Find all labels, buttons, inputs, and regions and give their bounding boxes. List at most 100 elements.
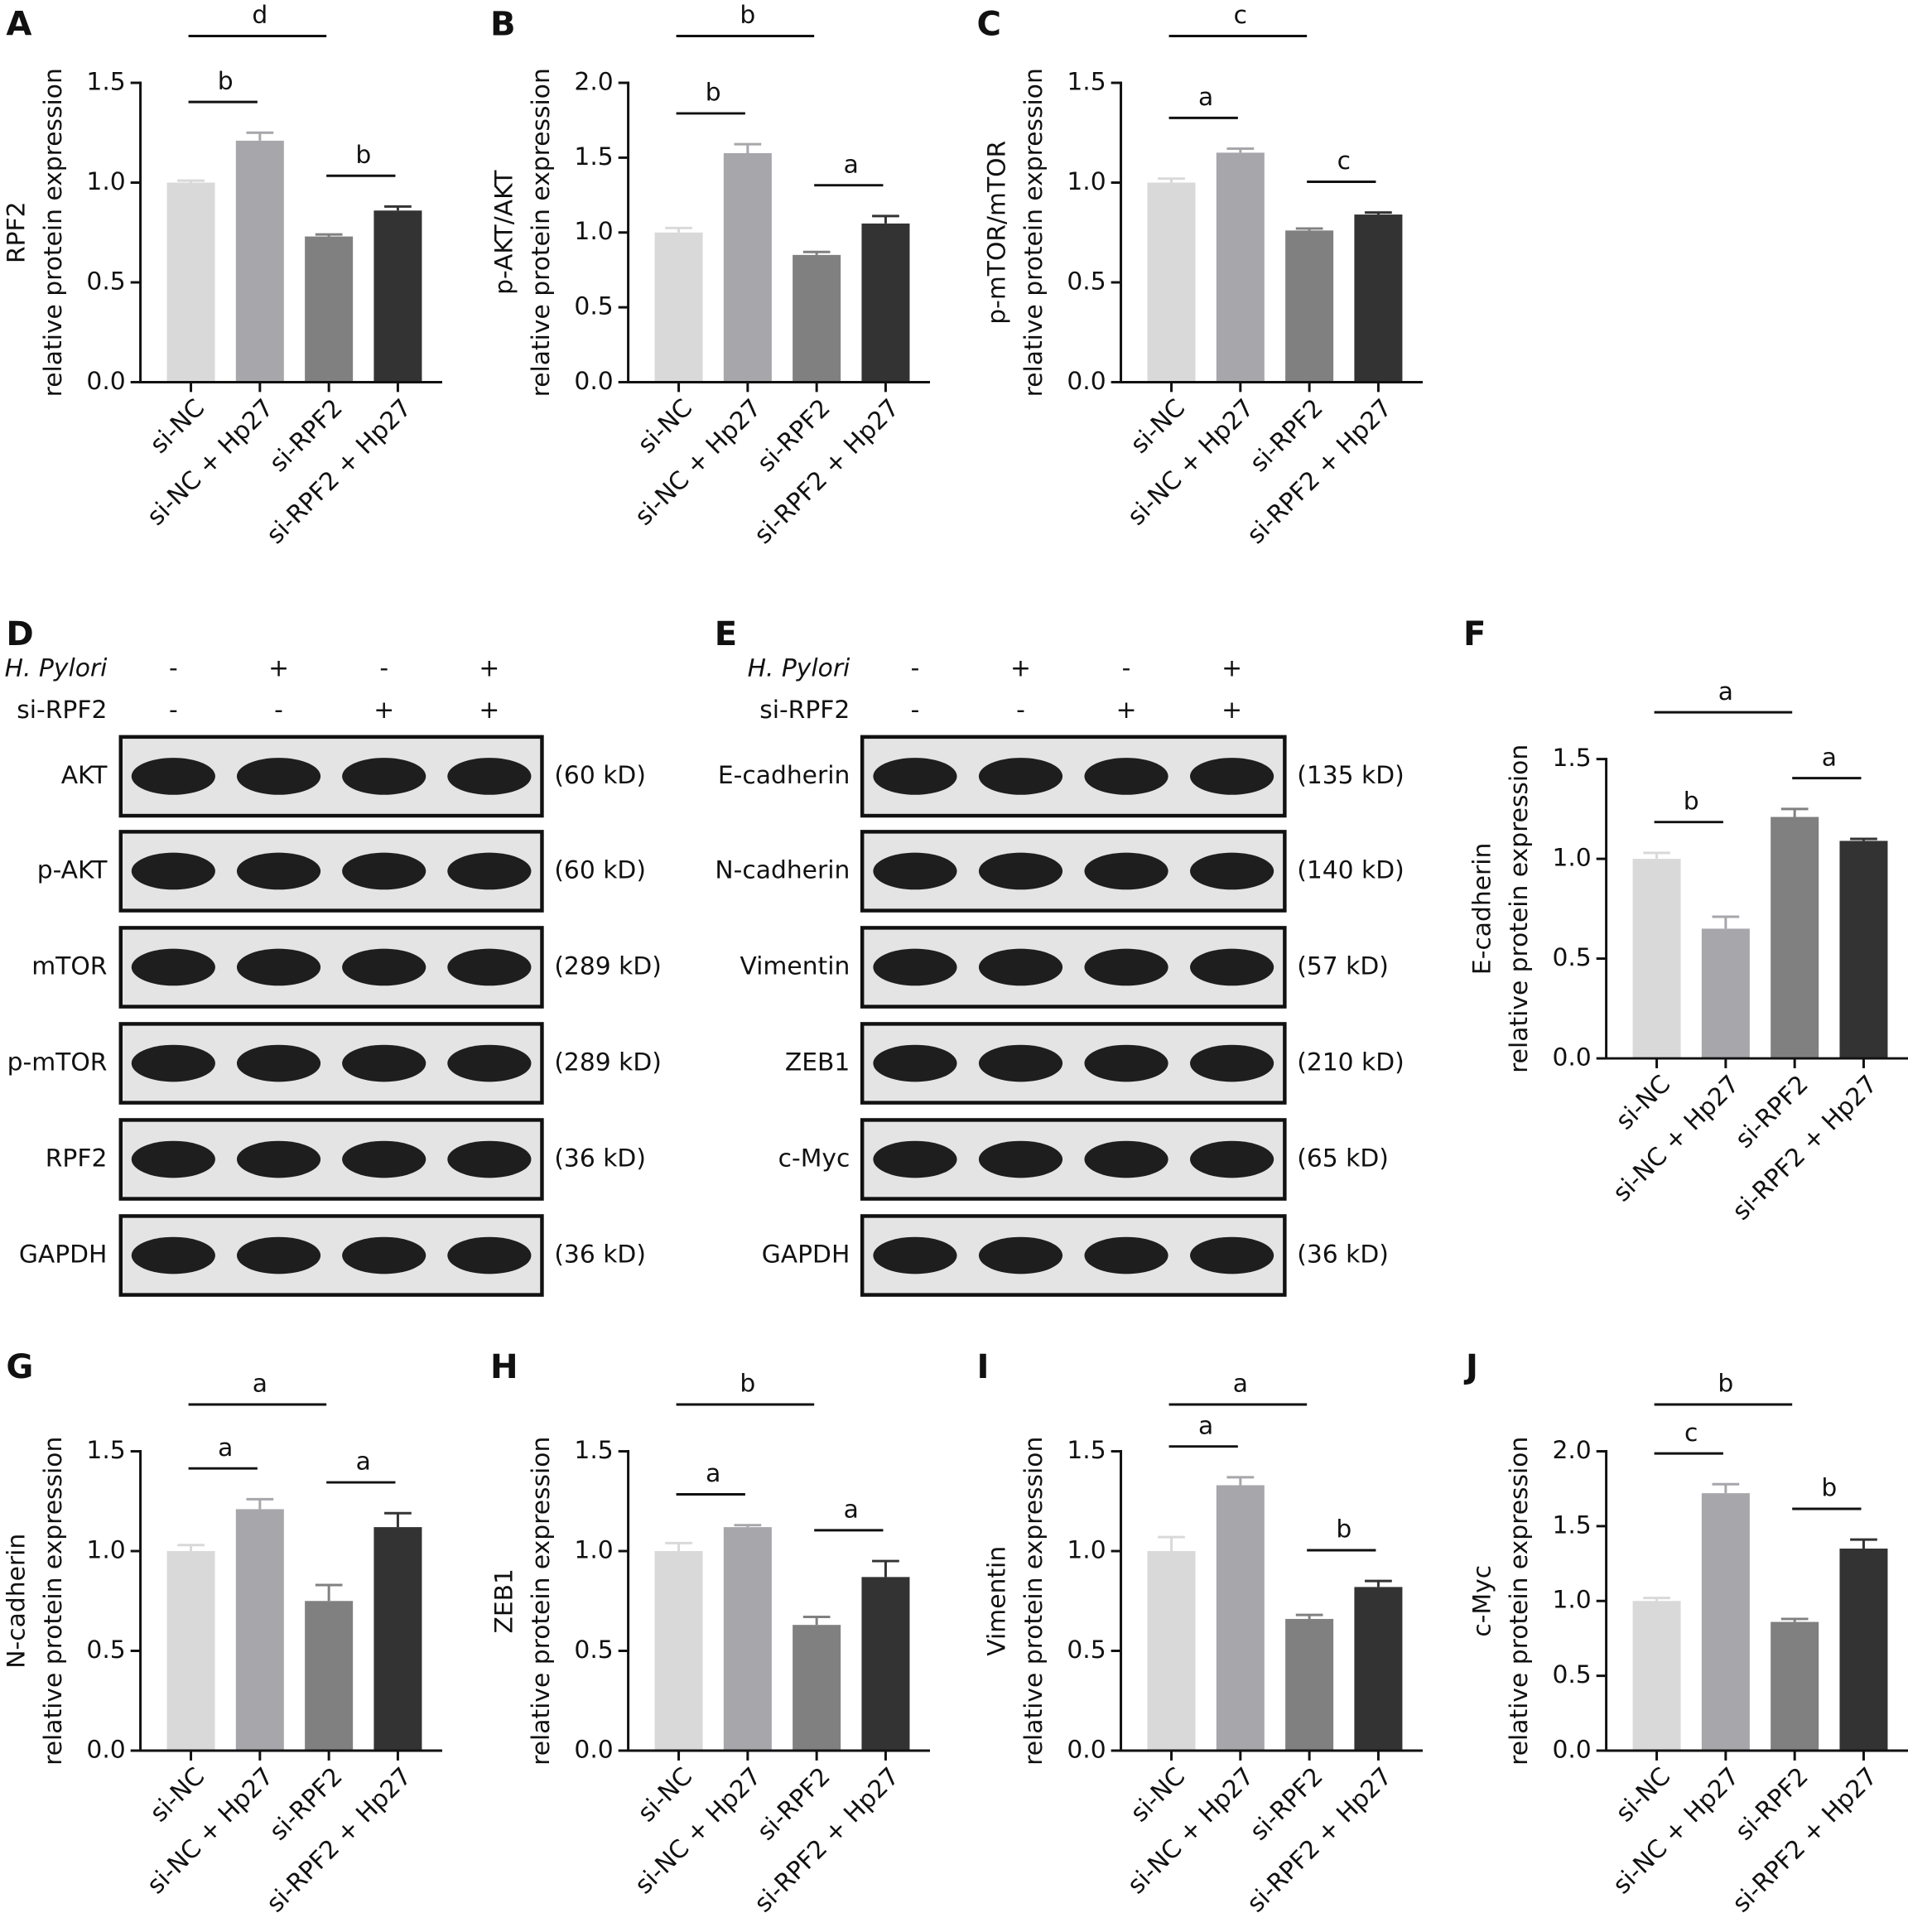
- blot-band: [236, 1140, 321, 1178]
- bar: [1354, 1587, 1403, 1751]
- significance-label: b: [740, 1, 755, 30]
- blot-band: [873, 852, 957, 890]
- bar: [793, 1625, 841, 1751]
- blot-band: [236, 852, 321, 890]
- y-tick-label: 0.5: [1067, 1636, 1106, 1665]
- bar: [305, 1601, 354, 1751]
- blot-band: [131, 852, 215, 890]
- y-tick-label: 1.0: [1552, 844, 1591, 873]
- blot-band: [236, 1044, 321, 1082]
- blot-band: [1190, 948, 1274, 986]
- significance-label: b: [1821, 1474, 1837, 1503]
- error-bar: [734, 1524, 762, 1528]
- bar: [373, 1527, 422, 1751]
- significance-label: b: [740, 1370, 755, 1399]
- error-bar: [1850, 837, 1877, 841]
- bar: [654, 1551, 703, 1751]
- condition-sign: -: [274, 696, 283, 725]
- y-tick-label: 1.5: [574, 142, 613, 171]
- blot-band: [342, 1236, 426, 1274]
- blot-band: [1084, 1236, 1168, 1274]
- condition-sign: +: [1221, 696, 1242, 725]
- significance-label: b: [355, 141, 371, 170]
- bar: [1354, 214, 1403, 383]
- y-tick-label: 2.0: [574, 68, 613, 97]
- blot-band: [1084, 852, 1168, 890]
- blot-band: [447, 758, 532, 795]
- error-bar: [315, 233, 343, 237]
- condition-sign: +: [268, 654, 289, 683]
- bar: [1632, 859, 1681, 1059]
- y-axis-label: relative protein expression: [1019, 68, 1048, 397]
- bar: [1701, 928, 1750, 1059]
- bar: [723, 1527, 772, 1751]
- y-tick-label: 0.0: [574, 1735, 613, 1764]
- y-tick-label: 0.0: [1067, 1735, 1106, 1764]
- blot-band: [1190, 1236, 1274, 1274]
- error-bar: [1780, 1617, 1809, 1622]
- size-label: (65 kD): [1297, 1144, 1389, 1173]
- blot-band: [978, 758, 1063, 795]
- bar: [793, 254, 841, 383]
- blot-band: [1084, 948, 1168, 986]
- error-bar: [802, 250, 831, 255]
- x-tick-label: si-NC + Hp27: [629, 393, 767, 531]
- bar: [305, 236, 354, 383]
- condition-sign: -: [1122, 654, 1131, 683]
- y-axis-label: relative protein expression: [1505, 744, 1534, 1073]
- blot-band: [342, 852, 426, 890]
- protein-label: c-Myc: [778, 1144, 850, 1173]
- panel-label: I: [977, 1348, 990, 1386]
- condition-label: H. Pylori: [748, 654, 850, 683]
- x-tick-label: si-NC: [633, 1762, 699, 1828]
- y-tick-label: 0.0: [574, 367, 613, 396]
- blot-band: [342, 758, 426, 795]
- y-tick-label: 1.0: [86, 167, 125, 196]
- protein-label: N-cadherin: [715, 855, 850, 884]
- significance-label: c: [1234, 1, 1247, 30]
- error-bar: [1643, 1597, 1670, 1602]
- significance-label: a: [1198, 83, 1213, 112]
- bar: [1771, 817, 1819, 1059]
- y-axis-label: p-AKT/AKT: [489, 170, 518, 295]
- size-label: (60 kD): [554, 761, 646, 790]
- error-bar: [384, 1511, 412, 1528]
- x-tick-label: si-NC: [1125, 393, 1192, 460]
- error-bar: [1780, 807, 1809, 817]
- blot-band: [131, 1236, 215, 1274]
- error-bar: [1712, 1482, 1740, 1494]
- blot-band: [236, 1236, 321, 1274]
- blot-band: [978, 948, 1063, 986]
- error-bar: [1850, 1538, 1877, 1549]
- bar: [861, 1577, 910, 1751]
- x-tick-label: si-NC: [145, 393, 211, 460]
- condition-sign: -: [169, 654, 178, 683]
- error-bar: [246, 1497, 274, 1510]
- y-tick-label: 1.0: [1067, 1536, 1106, 1565]
- blot-band: [873, 1236, 957, 1274]
- size-label: (135 kD): [1297, 761, 1404, 790]
- y-tick-label: 0.0: [86, 1735, 125, 1764]
- y-axis-label: E-cadherin: [1467, 843, 1496, 975]
- bar: [166, 182, 215, 383]
- x-tick-label: si-NC + Hp27: [1607, 1070, 1745, 1207]
- significance-label: a: [356, 1448, 371, 1477]
- bar: [1771, 1621, 1819, 1751]
- bar: [1216, 152, 1265, 383]
- panel-label: A: [6, 6, 31, 44]
- condition-label: si-RPF2: [759, 696, 850, 725]
- bar: [1632, 1601, 1681, 1751]
- significance-label: a: [1718, 677, 1733, 706]
- bar: [235, 1509, 284, 1751]
- size-label: (140 kD): [1297, 855, 1404, 884]
- error-bar: [1712, 915, 1740, 929]
- blot-band: [342, 1044, 426, 1082]
- protein-label: E-cadherin: [718, 761, 850, 790]
- error-bar: [1643, 851, 1670, 860]
- blot-band: [236, 948, 321, 986]
- panel-label: J: [1463, 1348, 1478, 1386]
- y-axis-label: c-Myc: [1467, 1565, 1496, 1637]
- blot-band: [1190, 1140, 1274, 1178]
- protein-label: GAPDH: [19, 1241, 108, 1270]
